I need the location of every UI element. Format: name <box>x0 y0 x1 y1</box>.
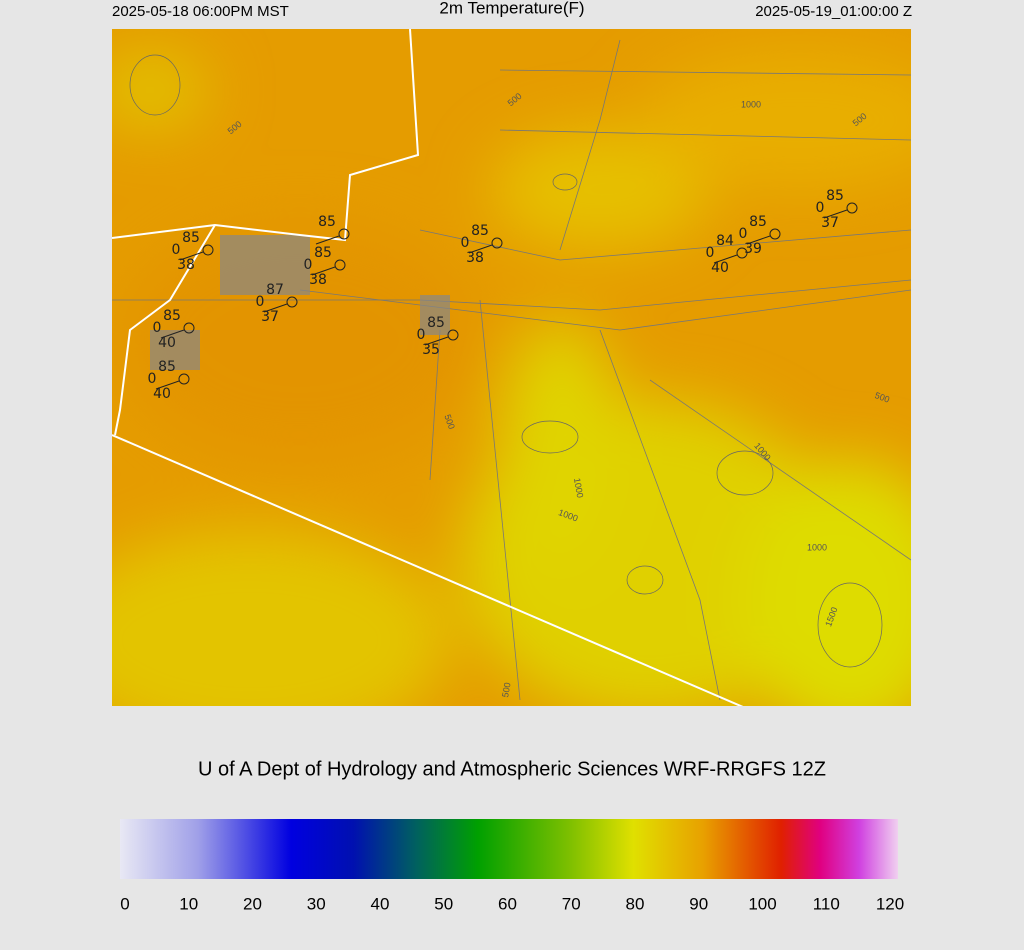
station-circle <box>286 296 298 308</box>
dynamic: 8503885850388703785040850408503585038840… <box>120 91 904 914</box>
wind-barb <box>263 303 288 313</box>
station-circle <box>491 237 503 249</box>
station-circle <box>202 244 214 256</box>
contour-label: 500 <box>442 413 457 431</box>
colorbar-tick-label: 30 <box>307 894 326 913</box>
temperature: 85 <box>427 315 445 331</box>
colorbar-tick-label: 60 <box>498 894 517 913</box>
pressure: 0 <box>461 235 470 251</box>
pressure: 0 <box>417 327 426 343</box>
station-circle <box>334 259 346 271</box>
temperature: 85 <box>182 230 200 246</box>
pressure: 0 <box>256 294 265 310</box>
pressure: 0 <box>304 257 313 273</box>
colorbar-tick-label: 70 <box>562 894 581 913</box>
wind-barb <box>468 244 493 254</box>
wind-barb <box>424 336 449 346</box>
temperature: 85 <box>318 214 336 230</box>
wind-barb <box>713 254 738 264</box>
valid-time-local: 2025-05-18 06:00PM MST <box>112 3 289 20</box>
colorbar-tick-label: 40 <box>371 894 390 913</box>
colorbar-tick-label: 80 <box>626 894 645 913</box>
contour-label: 1000 <box>741 99 761 109</box>
wind-barb <box>311 266 336 276</box>
pressure: 0 <box>172 242 181 258</box>
dewpoint: 40 <box>153 386 171 402</box>
colorbar <box>120 819 898 879</box>
dewpoint: 38 <box>177 257 195 273</box>
wind-barb <box>155 380 180 390</box>
station-circle <box>769 228 781 240</box>
colorbar-tick-label: 120 <box>876 894 904 913</box>
contour-label: 500 <box>500 682 512 699</box>
pressure: 0 <box>706 245 715 261</box>
dewpoint: 37 <box>261 309 279 325</box>
temperature: 85 <box>749 214 767 230</box>
station-circle <box>338 228 350 240</box>
map-field <box>112 29 911 706</box>
station-circle <box>736 247 748 259</box>
station-circle <box>447 329 459 341</box>
dewpoint: 38 <box>309 272 327 288</box>
wind-barb <box>179 251 204 261</box>
pressure: 0 <box>816 200 825 216</box>
pressure: 0 <box>153 320 162 336</box>
colorbar-tick-label: 0 <box>120 894 129 913</box>
borders <box>112 29 744 706</box>
colorbar-tick-label: 110 <box>813 894 840 913</box>
urban-areas <box>150 235 450 370</box>
colorbar-tick-label: 50 <box>434 894 453 913</box>
dewpoint: 40 <box>158 335 176 351</box>
station-plot: 85 <box>315 214 350 245</box>
temperature: 87 <box>266 282 284 298</box>
pressure: 0 <box>148 371 157 387</box>
station-circle <box>183 322 195 334</box>
footer: U of A Dept of Hydrology and Atmospheric… <box>198 758 826 780</box>
dewpoint: 39 <box>744 241 762 257</box>
pressure: 0 <box>739 226 748 242</box>
colorbar-tick-label: 20 <box>243 894 262 913</box>
contour-label: 1000 <box>807 542 827 552</box>
wind-barb <box>160 329 185 339</box>
station-circle <box>846 202 858 214</box>
wind-barb <box>823 209 848 219</box>
temperature: 85 <box>471 223 489 239</box>
dewpoint: 38 <box>466 250 484 266</box>
dewpoint: 35 <box>422 342 440 358</box>
colorbar-tick-label: 10 <box>179 894 198 913</box>
colorbar-tick-label: 90 <box>689 894 708 913</box>
station-circle <box>178 373 190 385</box>
temperature: 85 <box>163 308 181 324</box>
roads <box>112 39 911 701</box>
contour-label: 500 <box>873 390 891 405</box>
temperature: 85 <box>314 245 332 261</box>
dewpoint: 37 <box>821 215 839 231</box>
temperature: 85 <box>158 359 176 375</box>
wind-barb <box>315 235 340 245</box>
contour-label: 1000 <box>572 477 585 498</box>
contours <box>129 54 883 668</box>
map-title: 2m Temperature(F) <box>439 0 584 17</box>
valid-time-utc: 2025-05-19_01:00:00 Z <box>755 3 912 20</box>
colorbar-tick-label: 100 <box>748 894 776 913</box>
wind-barb <box>746 235 771 245</box>
temperature: 85 <box>826 188 844 204</box>
temperature: 84 <box>716 233 734 249</box>
dewpoint: 40 <box>711 260 729 276</box>
